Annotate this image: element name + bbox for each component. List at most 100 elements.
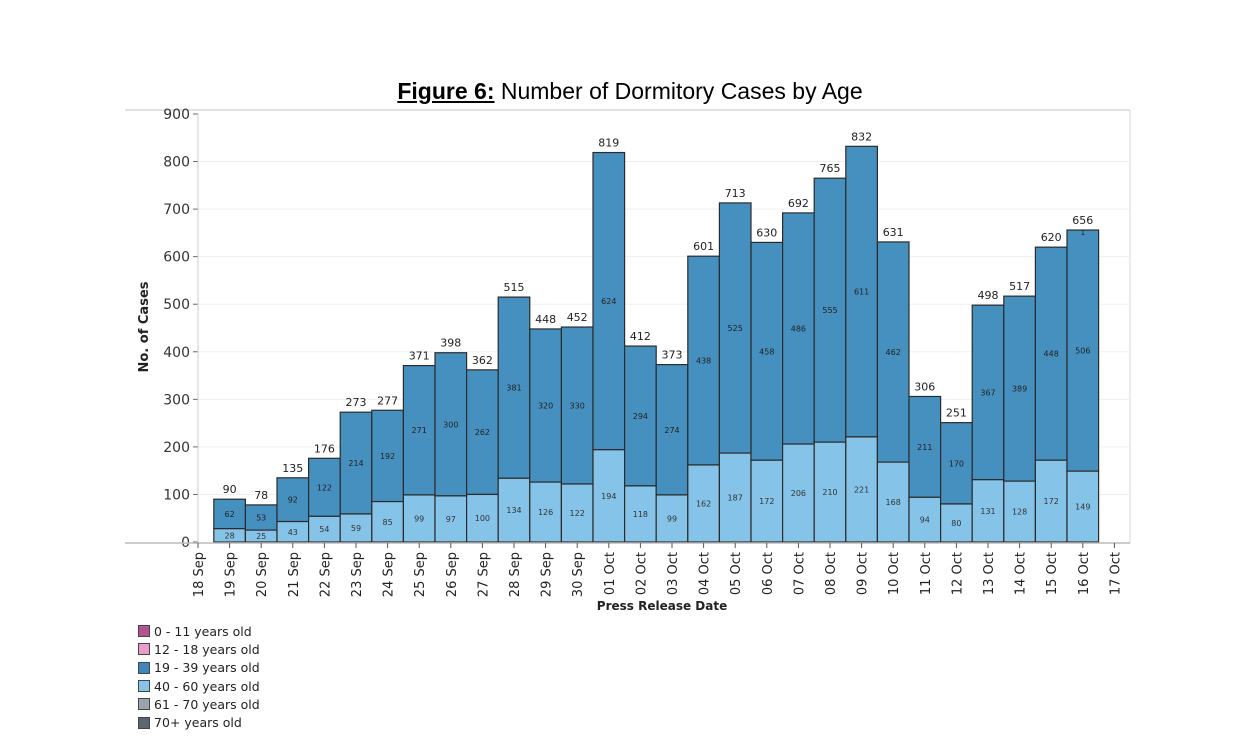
bar-segment-40-60 bbox=[845, 436, 878, 543]
legend-label: 61 - 70 years old bbox=[154, 696, 260, 712]
segment-label-40-60: 99 bbox=[414, 514, 424, 523]
x-tick-label: 30 Sep bbox=[571, 552, 586, 597]
total-label: 306 bbox=[914, 380, 935, 393]
bar-segment-19-39 bbox=[244, 504, 278, 531]
x-tick-label: 24 Sep bbox=[382, 552, 397, 597]
x-tick-label: 10 Oct bbox=[887, 552, 902, 595]
legend-item: 61 - 70 years old bbox=[138, 695, 260, 713]
y-tick-label: 500 bbox=[163, 297, 190, 313]
legend-swatch bbox=[138, 698, 150, 711]
x-tick-label: 03 Oct bbox=[666, 552, 681, 595]
total-label: 135 bbox=[282, 462, 303, 475]
segment-label-40-60: 97 bbox=[446, 515, 456, 524]
total-label: 373 bbox=[662, 349, 683, 362]
x-tick-label: 04 Oct bbox=[698, 552, 713, 595]
segment-label-40-60: 210 bbox=[822, 488, 837, 497]
y-tick-label: 100 bbox=[163, 487, 190, 503]
bar-segment-19-39 bbox=[592, 151, 626, 451]
bar-segment-40-60 bbox=[908, 496, 942, 543]
legend: 0 - 11 years old 12 - 18 years old 19 - 39… bbox=[138, 622, 260, 732]
x-tick-label: 13 Oct bbox=[982, 552, 997, 595]
total-label: 819 bbox=[598, 137, 619, 150]
total-label: 273 bbox=[346, 396, 367, 409]
segment-label-19-39: 389 bbox=[1012, 385, 1027, 394]
legend-item: 19 - 39 years old bbox=[138, 659, 260, 677]
segment-label-40-60: 118 bbox=[633, 510, 648, 519]
x-tick-label: 05 Oct bbox=[729, 552, 744, 595]
y-tick-label: 600 bbox=[163, 250, 190, 266]
chart-title: Figure 6: Number of Dormitory Cases by A… bbox=[0, 78, 1245, 105]
bar-segment-19-39 bbox=[845, 145, 878, 438]
x-tick-label: 12 Oct bbox=[950, 552, 965, 595]
total-label: 765 bbox=[820, 162, 841, 175]
total-label: 713 bbox=[725, 187, 746, 200]
legend-label: 40 - 60 years old bbox=[154, 678, 260, 694]
x-tick-label: 21 Sep bbox=[287, 552, 302, 597]
x-axis-title: Press Release Date bbox=[597, 599, 727, 613]
bar-segment-40-60 bbox=[402, 494, 436, 543]
legend-item: 40 - 60 years old bbox=[138, 677, 260, 695]
bar-segment-40-60 bbox=[813, 441, 847, 543]
x-tick-label: 17 Oct bbox=[1108, 552, 1123, 595]
bar-segment-19-39 bbox=[750, 241, 784, 461]
bar-segment-40-60 bbox=[308, 515, 341, 543]
total-label: 277 bbox=[377, 394, 398, 407]
segment-label-40-60: 172 bbox=[759, 497, 774, 506]
segment-label-19-39: 486 bbox=[791, 324, 806, 333]
segment-label-40-60: 94 bbox=[920, 516, 930, 525]
x-tick-label: 28 Sep bbox=[508, 552, 523, 597]
total-label: 620 bbox=[1041, 231, 1062, 244]
bar-segment-19-39 bbox=[939, 422, 973, 505]
x-tick-label: 25 Sep bbox=[413, 552, 428, 597]
x-tick-label: 22 Sep bbox=[318, 552, 333, 597]
segment-label-40-60: 131 bbox=[980, 507, 995, 516]
segment-label-40-60: 100 bbox=[475, 514, 490, 523]
bar-segment-40-60 bbox=[687, 464, 720, 543]
segment-label-40-60: 187 bbox=[728, 494, 743, 503]
x-tick-label: 01 Oct bbox=[603, 552, 618, 595]
total-label: 656 bbox=[1072, 214, 1093, 227]
legend-item: 0 - 11 years old bbox=[138, 622, 260, 640]
x-tick-label: 19 Sep bbox=[224, 552, 239, 597]
segment-label-19-39: 330 bbox=[570, 402, 585, 411]
total-label: 78 bbox=[254, 489, 268, 502]
bar-segment-19-39 bbox=[876, 241, 910, 463]
total-label: 448 bbox=[535, 313, 556, 326]
total-label: 398 bbox=[440, 337, 461, 350]
x-tick-label: 27 Sep bbox=[476, 552, 491, 597]
segment-label-40-60: 194 bbox=[601, 492, 616, 501]
segment-label-40-60: 122 bbox=[570, 509, 585, 518]
x-tick-label: 07 Oct bbox=[792, 552, 807, 595]
segment-label-40-60: 134 bbox=[506, 506, 521, 515]
segment-label-19-39: 300 bbox=[443, 420, 458, 429]
bar-segment-40-60 bbox=[371, 500, 404, 543]
segment-label-19-39: 214 bbox=[348, 459, 363, 468]
total-label: 452 bbox=[567, 311, 588, 324]
bar-segment-19-39 bbox=[529, 328, 562, 483]
segment-label-19-39: 462 bbox=[886, 348, 901, 357]
segment-label-40-60: 59 bbox=[351, 524, 361, 533]
legend-swatch bbox=[138, 716, 150, 729]
bar-segment-40-60 bbox=[781, 443, 815, 543]
x-tick-label: 09 Oct bbox=[856, 552, 871, 595]
segment-label-19-39: 262 bbox=[475, 428, 490, 437]
bar-segment-40-60 bbox=[718, 452, 752, 543]
total-label: 517 bbox=[1009, 280, 1030, 293]
x-tick-label: 29 Sep bbox=[540, 552, 555, 597]
segment-label-19-39: 62 bbox=[225, 510, 235, 519]
segment-label-40-60: 126 bbox=[538, 508, 553, 517]
segment-label-40-60: 25 bbox=[256, 532, 266, 541]
segment-label-40-60: 85 bbox=[383, 518, 393, 527]
bar-segment-40-60 bbox=[1066, 470, 1100, 543]
segment-label-19-39: 170 bbox=[949, 459, 964, 468]
bar-segment-40-60 bbox=[560, 483, 594, 543]
legend-label: 12 - 18 years old bbox=[154, 641, 260, 657]
segment-label-40-60: 80 bbox=[951, 519, 961, 528]
bar-segment-40-60 bbox=[623, 485, 657, 543]
segment-label-19-39: 122 bbox=[317, 483, 332, 492]
bar-segment-19-39 bbox=[1066, 229, 1100, 472]
segment-label-40-60: 43 bbox=[288, 528, 298, 537]
segment-label-19-39: 458 bbox=[759, 347, 774, 356]
x-tick-label: 18 Sep bbox=[192, 552, 207, 597]
y-tick-label: 300 bbox=[163, 392, 190, 408]
